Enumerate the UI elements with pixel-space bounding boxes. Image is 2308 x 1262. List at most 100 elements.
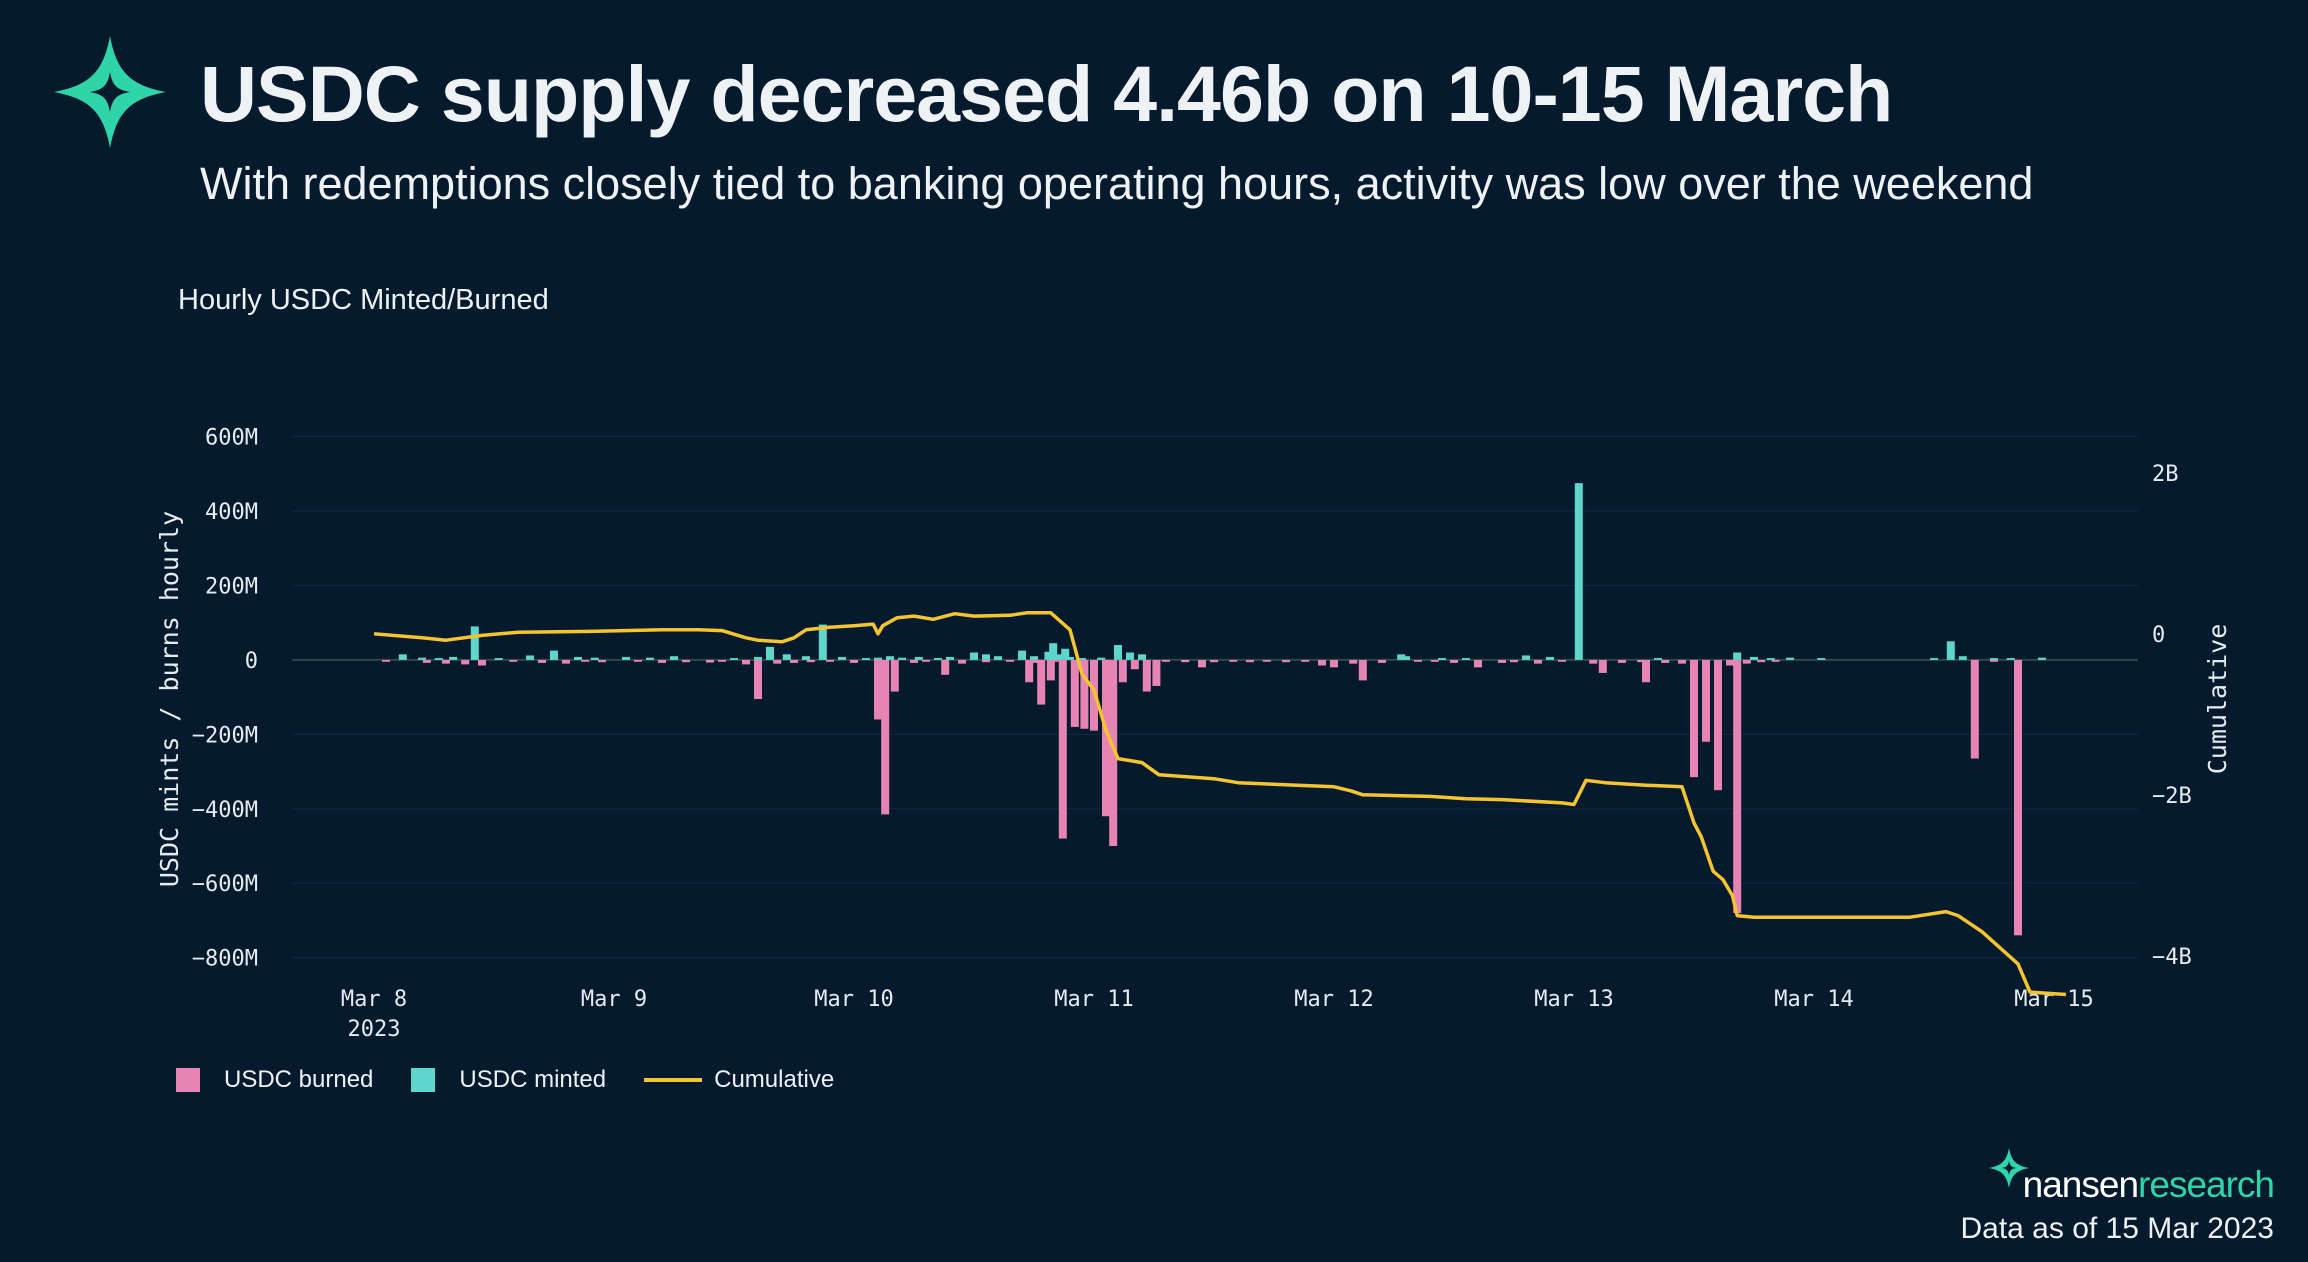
burned-bar — [941, 659, 950, 675]
minted-bar — [434, 658, 443, 660]
x-tick-label: Mar 14 — [1774, 987, 1853, 1012]
minted-bar — [1078, 658, 1086, 660]
y-tick-label: −800M — [192, 947, 258, 972]
burned-bar — [1726, 659, 1734, 666]
burned-bar — [1771, 659, 1780, 662]
burned-bar — [1450, 659, 1458, 663]
legend-label-cumulative: Cumulative — [714, 1066, 835, 1093]
burned-bar — [562, 659, 570, 664]
burned-bar — [1474, 659, 1482, 668]
burned-bar — [682, 659, 690, 663]
burned-bar — [890, 659, 899, 692]
y-tick-label: 400M — [205, 500, 258, 525]
burned-bar — [1589, 659, 1598, 664]
burned-bar — [538, 659, 546, 663]
burned-bar — [1637, 659, 1646, 663]
burned-bar — [1262, 659, 1271, 662]
burned-bar — [598, 659, 606, 663]
burned-bar — [806, 659, 815, 663]
minted-bar — [398, 654, 407, 660]
burned-bar — [1498, 659, 1506, 663]
minted-bar — [914, 656, 923, 660]
minted-bar — [574, 656, 582, 660]
minted-bar — [1990, 658, 1998, 660]
burned-bar — [754, 659, 762, 699]
minted-bar — [646, 657, 654, 660]
burned-bar — [1742, 659, 1751, 664]
burned-bar — [1301, 659, 1310, 662]
minted-bar — [1750, 656, 1758, 660]
burned-bar — [1349, 659, 1358, 664]
minted-bar — [1054, 654, 1062, 660]
minted-bar — [1402, 656, 1410, 660]
burned-bar — [1414, 659, 1422, 662]
burned-bar — [1181, 659, 1190, 663]
y-tick-label: −600M — [192, 872, 258, 897]
minted-bar — [1522, 655, 1530, 660]
burned-swatch-icon — [176, 1068, 200, 1092]
minted-bar — [818, 624, 827, 660]
burned-bar — [1733, 659, 1742, 914]
burned-bar — [658, 659, 666, 663]
minted-bar — [1061, 648, 1070, 660]
burned-bar — [1714, 659, 1722, 791]
legend-item-cumulative[interactable]: Cumulative — [644, 1066, 834, 1094]
minted-bar — [1786, 657, 1794, 660]
y2-tick-label: 0 — [2152, 623, 2165, 648]
burned-bar — [581, 659, 590, 662]
burned-bar — [442, 659, 450, 664]
minted-bar — [1397, 654, 1406, 660]
minted-bar — [766, 646, 774, 660]
legend-item-minted[interactable]: USDC minted — [411, 1066, 606, 1094]
minted-bar — [1817, 658, 1826, 660]
y-tick-label: 600M — [205, 426, 258, 451]
burned-bar — [634, 659, 642, 662]
burned-bar — [461, 659, 470, 665]
x-tick-label: Mar 8 — [341, 987, 407, 1012]
y2-tick-label: −4B — [2152, 945, 2192, 970]
burned-bar — [1058, 659, 1067, 839]
burned-bar — [1690, 659, 1698, 778]
minted-bar — [1138, 654, 1146, 660]
burned-bar — [1598, 659, 1607, 673]
minted-bar — [1126, 652, 1134, 660]
burned-bar — [382, 659, 390, 662]
burned-bar — [850, 659, 858, 663]
y2-tick-label: −2B — [2152, 784, 2192, 809]
burned-bar — [1510, 659, 1518, 663]
x-tick-label: Mar 9 — [581, 987, 647, 1012]
burned-bar — [1162, 659, 1170, 662]
minted-bar — [526, 655, 534, 660]
minted-bar — [1930, 658, 1938, 660]
burned-bar — [1282, 659, 1290, 663]
minted-bar — [470, 626, 479, 660]
cumulative-line-icon — [644, 1078, 703, 1082]
y-tick-label: 200M — [205, 574, 258, 599]
minted-bar — [886, 656, 894, 660]
burned-bar — [1534, 659, 1542, 664]
legend-item-burned[interactable]: USDC burned — [176, 1066, 373, 1094]
nansen-brand-star-icon — [1988, 1148, 2029, 1188]
page-title: USDC supply decreased 4.46b on 10-15 Mar… — [200, 49, 1893, 138]
minted-bar — [782, 654, 791, 660]
minted-swatch-icon — [411, 1068, 436, 1092]
burned-bar — [742, 659, 750, 665]
burned-bar — [1198, 659, 1206, 668]
burned-bar — [958, 659, 966, 664]
minted-bar — [2038, 657, 2046, 660]
burned-bar — [1757, 659, 1766, 663]
minted-bar — [2006, 658, 2015, 660]
burned-bar — [1661, 659, 1670, 663]
burned-bar — [1229, 659, 1238, 662]
x-tick-label: Mar 15 — [2014, 987, 2093, 1012]
minted-bar — [1546, 656, 1554, 660]
minted-bar — [1066, 656, 1074, 660]
y-tick-label: −400M — [192, 798, 258, 823]
burned-bar — [1025, 659, 1034, 683]
burned-bar — [790, 659, 798, 663]
burned-bar — [1030, 659, 1038, 663]
minted-bar — [1438, 658, 1446, 660]
minted-bar — [1049, 643, 1058, 660]
burned-bar — [826, 659, 834, 662]
burned-bar — [1318, 659, 1326, 666]
